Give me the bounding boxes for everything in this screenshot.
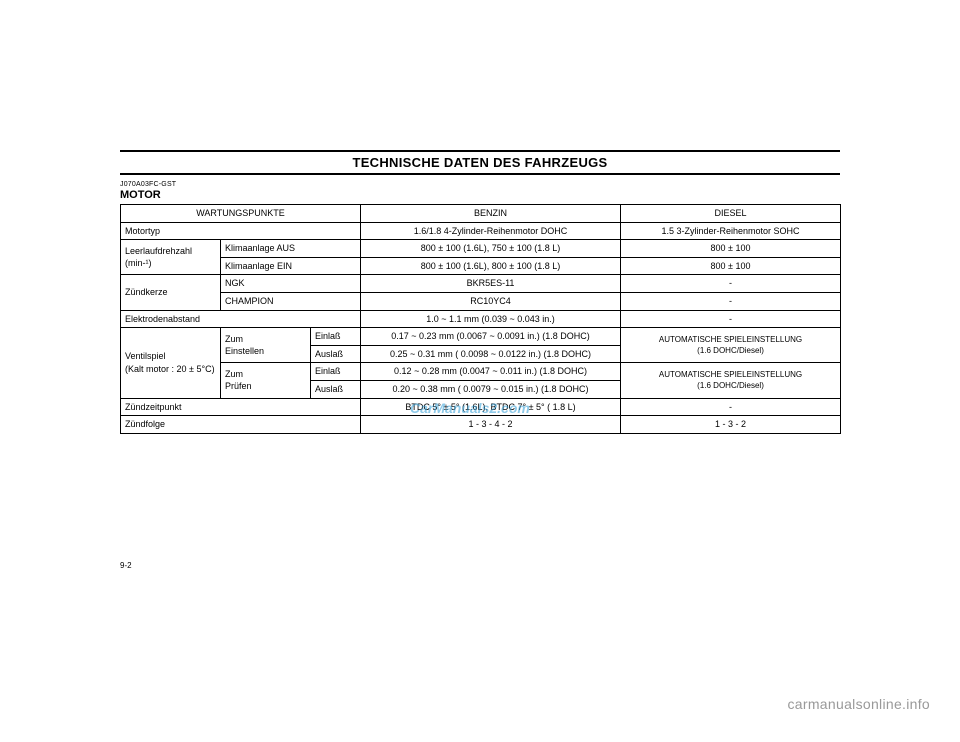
table-row: CHAMPION RC10YC4 - — [121, 292, 841, 310]
text: AUTOMATISCHE SPIELEINSTELLUNG — [659, 370, 802, 379]
cell: - — [621, 310, 841, 328]
table-row: Elektrodenabstand 1.0 ~ 1.1 mm (0.039 ~ … — [121, 310, 841, 328]
cell: Klimaanlage EIN — [221, 257, 361, 275]
page: TECHNISCHE DATEN DES FAHRZEUGS J070A03FC… — [0, 0, 960, 742]
page-number: 9-2 — [120, 561, 132, 570]
col-header-benzin: BENZIN — [361, 205, 621, 223]
content-area: TECHNISCHE DATEN DES FAHRZEUGS J070A03FC… — [120, 150, 840, 570]
cell: NGK — [221, 275, 361, 293]
footer-text: carmanualsonline.info — [788, 696, 931, 712]
table-row: Motortyp 1.6/1.8 4-Zylinder-Reihenmotor … — [121, 222, 841, 240]
cell: 0.20 ~ 0.38 mm ( 0.0079 ~ 0.015 in.) (1.… — [361, 380, 621, 398]
cell: Klimaanlage AUS — [221, 240, 361, 258]
label-elektroden: Elektrodenabstand — [121, 310, 361, 328]
cell: 1.6/1.8 4-Zylinder-Reihenmotor DOHC — [361, 222, 621, 240]
cell: 800 ± 100 — [621, 257, 841, 275]
table-row: Ventilspiel (Kalt motor : 20 ± 5°C) ZumE… — [121, 328, 841, 346]
cell: 1.5 3-Zylinder-Reihenmotor SOHC — [621, 222, 841, 240]
cell: RC10YC4 — [361, 292, 621, 310]
cell: - — [621, 292, 841, 310]
table-row: Zündkerze NGK BKR5ES-11 - — [121, 275, 841, 293]
cell: BTDC 5° ± 5° (1.6L), BTDC 7° ± 5° ( 1.8 … — [361, 398, 621, 416]
table-row: Leerlaufdrehzahl (min-¹) Klimaanlage AUS… — [121, 240, 841, 258]
label-zuendzeitpunkt: Zündzeitpunkt — [121, 398, 361, 416]
label-zuendfolge: Zündfolge — [121, 416, 361, 434]
cell: BKR5ES-11 — [361, 275, 621, 293]
label-leerlauf: Leerlaufdrehzahl (min-¹) — [121, 240, 221, 275]
table-row: Klimaanlage EIN 800 ± 100 (1.6L), 800 ± … — [121, 257, 841, 275]
label-text: (Kalt motor : 20 ± 5°C) — [125, 364, 215, 374]
document-code: J070A03FC-GST — [120, 181, 840, 188]
col-header-diesel: DIESEL — [621, 205, 841, 223]
text: AUTOMATISCHE SPIELEINSTELLUNG — [659, 335, 802, 344]
table-header-row: WARTUNGSPUNKTE BENZIN DIESEL — [121, 205, 841, 223]
cell: Einlaß — [311, 363, 361, 381]
cell: CHAMPION — [221, 292, 361, 310]
label-text: (min-¹) — [125, 258, 152, 268]
cell: 1 - 3 - 4 - 2 — [361, 416, 621, 434]
cell: 800 ± 100 (1.6L), 800 ± 100 (1.8 L) — [361, 257, 621, 275]
cell: Auslaß — [311, 380, 361, 398]
cell: 1.0 ~ 1.1 mm (0.039 ~ 0.043 in.) — [361, 310, 621, 328]
label-text: Ventilspiel — [125, 351, 166, 361]
cell: 0.17 ~ 0.23 mm (0.0067 ~ 0.0091 in.) (1.… — [361, 328, 621, 346]
cell: 0.12 ~ 0.28 mm (0.0047 ~ 0.011 in.) (1.8… — [361, 363, 621, 381]
cell: - — [621, 275, 841, 293]
table-row: Zündzeitpunkt BTDC 5° ± 5° (1.6L), BTDC … — [121, 398, 841, 416]
spec-table: WARTUNGSPUNKTE BENZIN DIESEL Motortyp 1.… — [120, 204, 841, 434]
cell: 800 ± 100 (1.6L), 750 ± 100 (1.8 L) — [361, 240, 621, 258]
cell-diesel-auto2: AUTOMATISCHE SPIELEINSTELLUNG (1.6 DOHC/… — [621, 363, 841, 398]
cell: 800 ± 100 — [621, 240, 841, 258]
cell: Einlaß — [311, 328, 361, 346]
cell-einstellen: ZumEinstellen — [221, 328, 311, 363]
col-header-wartung: WARTUNGSPUNKTE — [121, 205, 361, 223]
label-ventilspiel: Ventilspiel (Kalt motor : 20 ± 5°C) — [121, 328, 221, 398]
cell-pruefen: ZumPrüfen — [221, 363, 311, 398]
table-row: ZumPrüfen Einlaß 0.12 ~ 0.28 mm (0.0047 … — [121, 363, 841, 381]
cell: - — [621, 398, 841, 416]
section-title: MOTOR — [120, 189, 840, 201]
text: (1.6 DOHC/Diesel) — [697, 381, 764, 390]
table-row: Zündfolge 1 - 3 - 4 - 2 1 - 3 - 2 — [121, 416, 841, 434]
label-motortyp: Motortyp — [121, 222, 361, 240]
cell: 0.25 ~ 0.31 mm ( 0.0098 ~ 0.0122 in.) (1… — [361, 345, 621, 363]
cell: Auslaß — [311, 345, 361, 363]
text: (1.6 DOHC/Diesel) — [697, 346, 764, 355]
cell: 1 - 3 - 2 — [621, 416, 841, 434]
label-text: Leerlaufdrehzahl — [125, 246, 192, 256]
label-zuendkerze: Zündkerze — [121, 275, 221, 310]
page-title: TECHNISCHE DATEN DES FAHRZEUGS — [120, 150, 840, 175]
cell-diesel-auto1: AUTOMATISCHE SPIELEINSTELLUNG (1.6 DOHC/… — [621, 328, 841, 363]
